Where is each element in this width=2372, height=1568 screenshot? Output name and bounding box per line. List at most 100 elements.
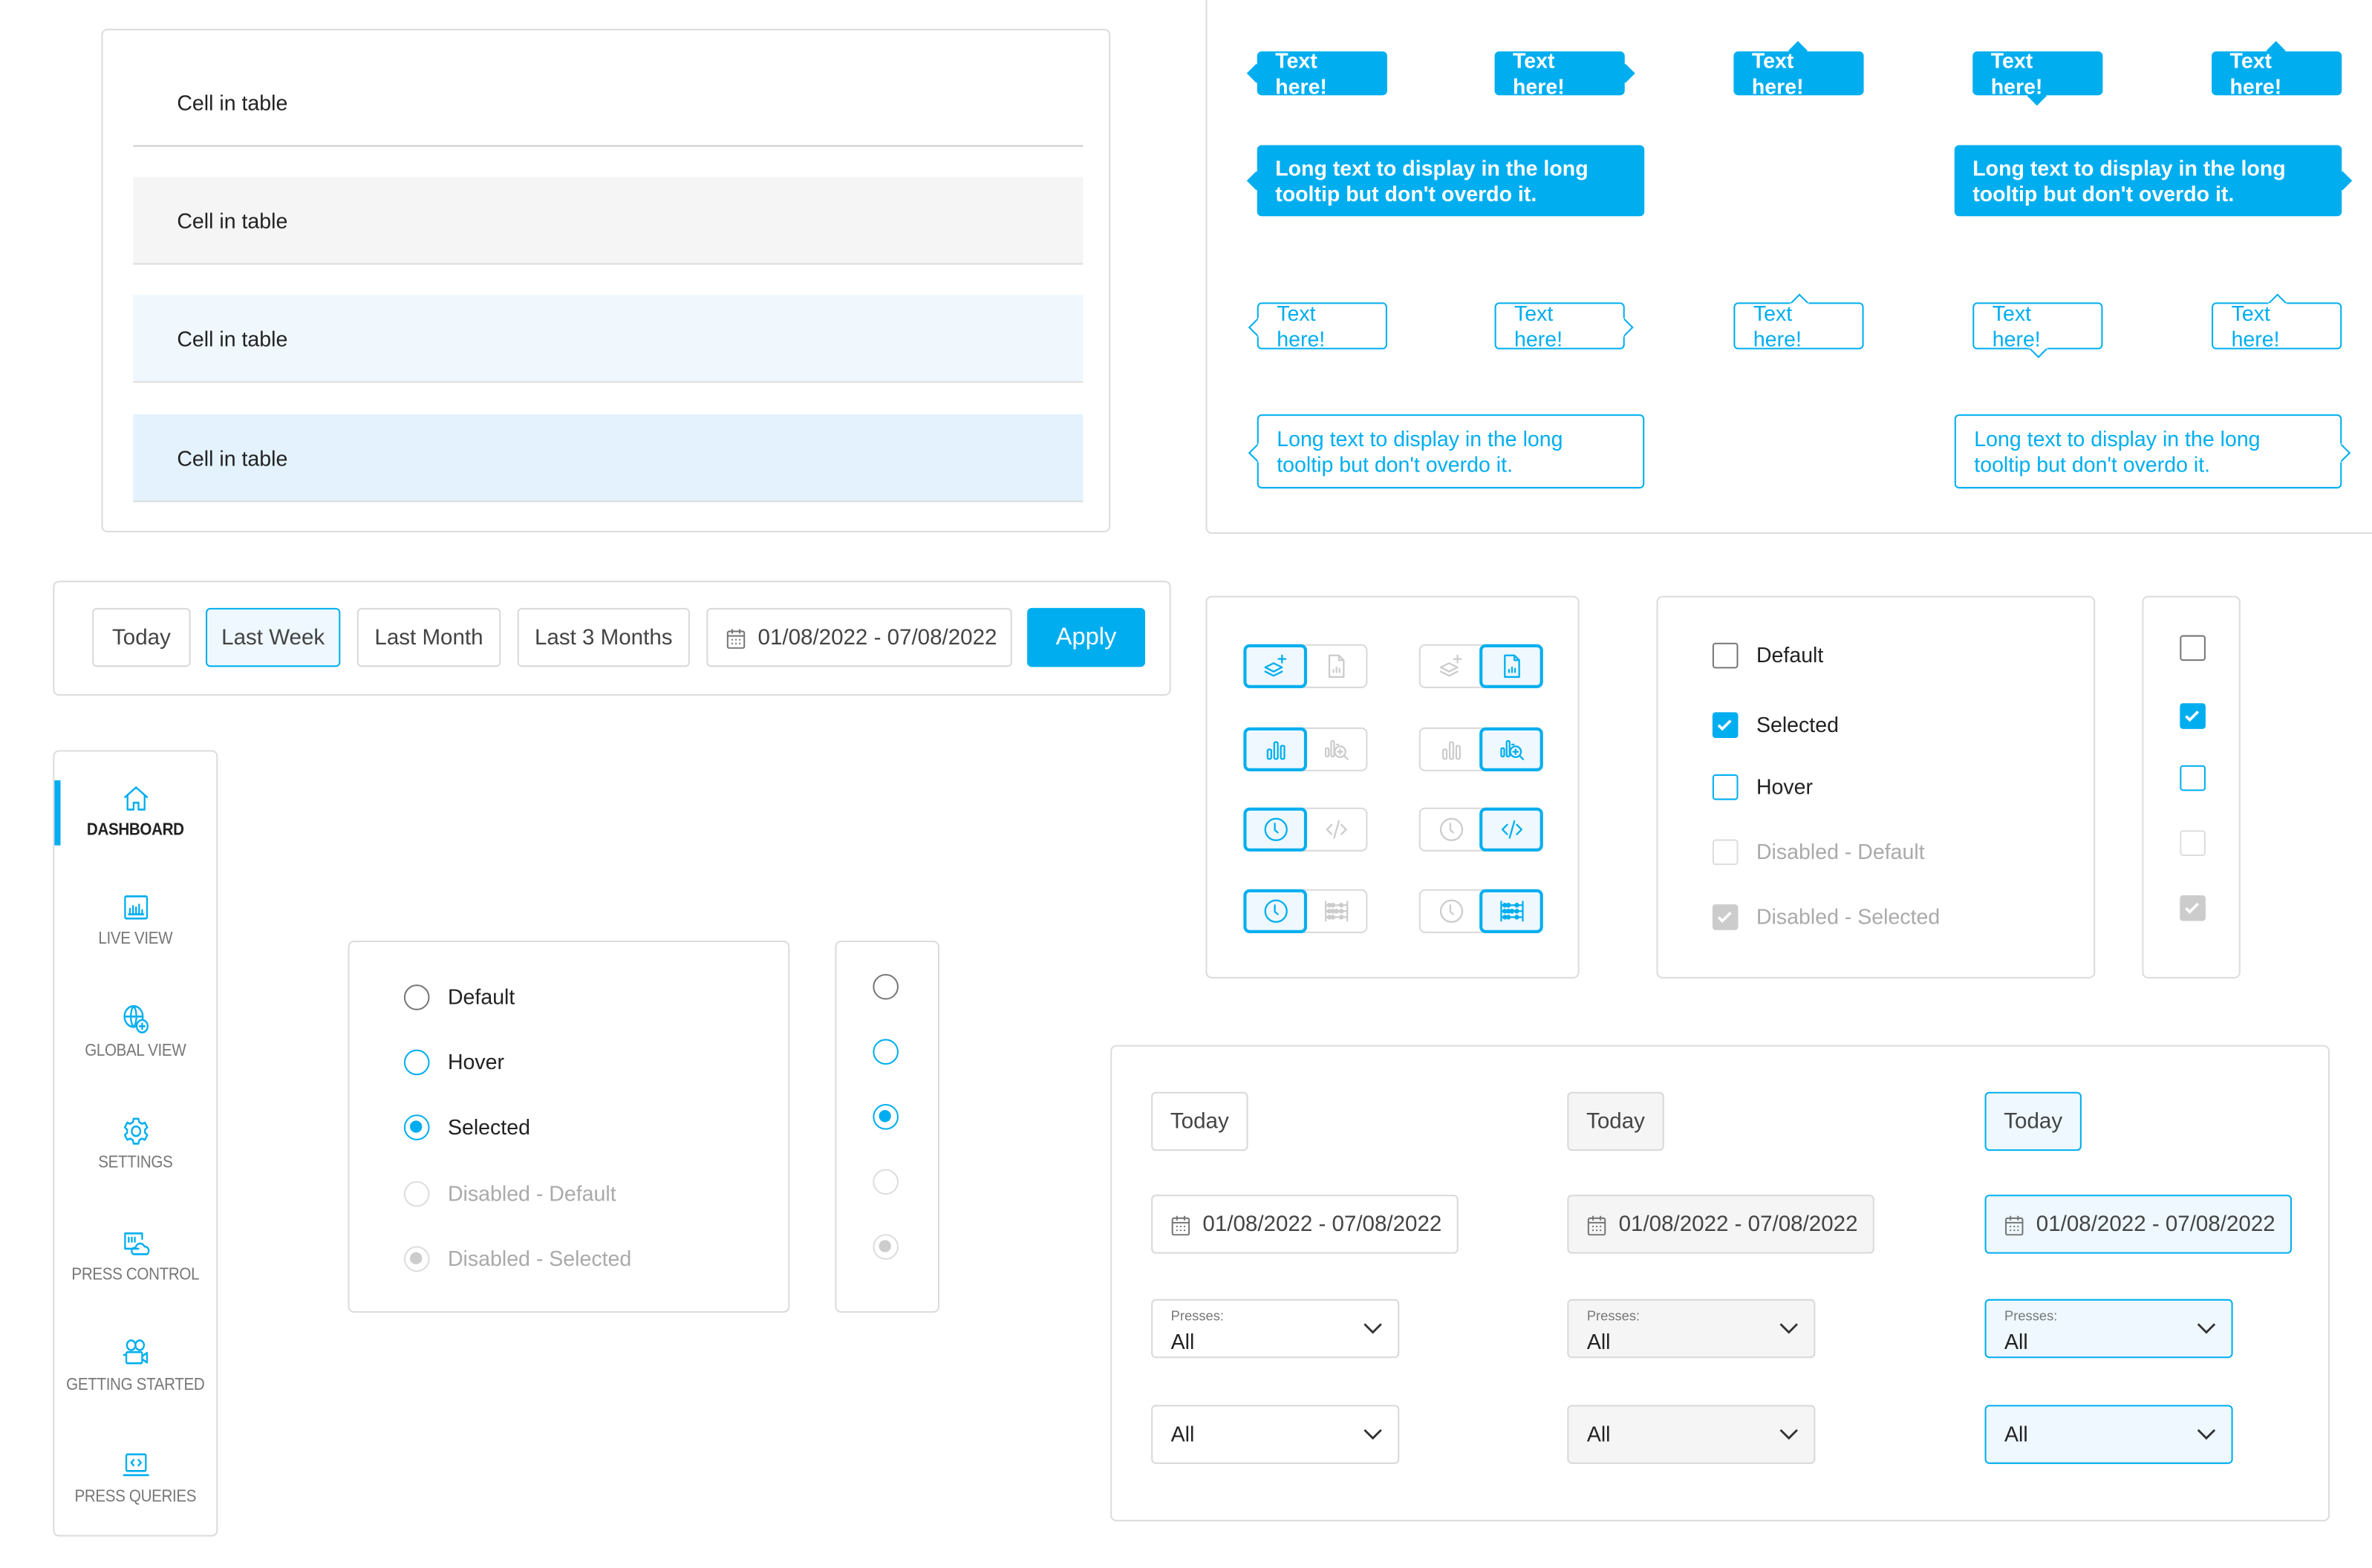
- checkbox-dis: [1712, 839, 1739, 866]
- sidebar-item-live-view[interactable]: LIVE VIEW: [64, 891, 206, 948]
- tooltip-panel: [1205, 0, 2372, 535]
- select-label: Presses:: [1586, 1308, 1640, 1324]
- laptop-code-icon: [64, 1448, 206, 1482]
- sidebar-item-label: LIVE VIEW: [98, 930, 173, 949]
- toggle-option-clock[interactable]: [1243, 889, 1307, 933]
- checkbox-default[interactable]: [1712, 642, 1739, 669]
- toggle-option-layers-add[interactable]: [1421, 646, 1481, 687]
- checkbox-hover-standalone[interactable]: [2180, 765, 2206, 791]
- today-button-focus[interactable]: Today: [1984, 1091, 2082, 1152]
- radio-sel[interactable]: [403, 1114, 430, 1140]
- checkbox-dis-standalone: [2180, 830, 2206, 856]
- tooltip-filled-right: Long text to display in the long tooltip…: [1954, 145, 2353, 217]
- icon-toggle-group: [1243, 727, 1368, 771]
- chart-zoom-icon: [1321, 735, 1350, 764]
- today-button-hover[interactable]: Today: [1567, 1091, 1664, 1152]
- gear-icon: [64, 1114, 206, 1148]
- last-month-button[interactable]: Last Month: [356, 607, 501, 667]
- clock-icon: [1436, 897, 1465, 926]
- toggle-option-code[interactable]: [1306, 809, 1366, 850]
- select-default[interactable]: All: [1151, 1405, 1400, 1464]
- last-week-button[interactable]: Last Week: [206, 607, 341, 667]
- sidebar-item-press-queries[interactable]: PRESS QUERIES: [64, 1448, 206, 1506]
- sidebar-item-label: DASHBOARD: [86, 821, 184, 840]
- presses-select-default[interactable]: Presses: All: [1151, 1298, 1400, 1359]
- tooltip-outline-top: Text here!: [1733, 293, 1864, 350]
- sidebar-item-getting-started[interactable]: GETTING STARTED: [64, 1337, 206, 1394]
- select-label: Presses:: [2004, 1308, 2058, 1324]
- today-button-default[interactable]: Today: [1151, 1091, 1248, 1152]
- date-range-picker-hover[interactable]: 01/08/2022 - 07/08/2022: [1567, 1195, 1874, 1254]
- toggle-option-clock[interactable]: [1243, 807, 1307, 852]
- table-row-hover[interactable]: Cell in table: [133, 177, 1084, 265]
- last-3-months-button[interactable]: Last 3 Months: [517, 607, 690, 667]
- toggle-option-code[interactable]: [1479, 807, 1543, 852]
- abacus-icon: [1497, 897, 1526, 926]
- radio-default-standalone[interactable]: [873, 973, 899, 1000]
- calendar-icon: [1587, 1215, 1606, 1235]
- toggle-option-bar-chart[interactable]: [1243, 727, 1307, 771]
- icon-toggle-group: [1418, 727, 1543, 771]
- radio-hover-standalone[interactable]: [873, 1039, 899, 1065]
- icon-toggle-group: [1418, 644, 1543, 688]
- tooltip-filled-top-right: Text here!: [2212, 41, 2342, 97]
- table-row[interactable]: Cell in table: [133, 59, 1084, 147]
- toggle-option-bar-chart[interactable]: [1421, 729, 1481, 770]
- checkbox-dissel-standalone: [2180, 895, 2206, 921]
- code-icon: [1497, 815, 1526, 844]
- tooltip-filled-right: Text here!: [1494, 48, 1635, 97]
- sidebar-item-press-control[interactable]: PRESS CONTROL: [64, 1226, 206, 1284]
- select-hover[interactable]: All: [1567, 1405, 1816, 1464]
- checkbox-hover[interactable]: [1712, 774, 1739, 800]
- tooltip-text: Text here!: [1275, 48, 1327, 98]
- toggle-option-clock[interactable]: [1421, 809, 1481, 850]
- apply-button[interactable]: Apply: [1027, 607, 1146, 667]
- date-range-picker-default[interactable]: 01/08/2022 - 07/08/2022: [1151, 1195, 1459, 1254]
- clock-icon: [1261, 815, 1290, 844]
- bar-chart-icon: [1436, 735, 1465, 764]
- presses-select-focus[interactable]: Presses: All: [1984, 1298, 2233, 1359]
- table-row-active[interactable]: Cell in table: [133, 414, 1084, 503]
- toggle-option-chart-zoom[interactable]: [1306, 729, 1366, 770]
- tooltip-outline-left: Long text to display in the long tooltip…: [1248, 414, 1645, 489]
- select-value: All: [1170, 1421, 1195, 1446]
- date-range-picker[interactable]: 01/08/2022 - 07/08/2022: [706, 607, 1012, 667]
- tooltip-outline-top-right: Text here!: [2212, 293, 2342, 350]
- toggle-option-abacus[interactable]: [1479, 889, 1543, 933]
- tooltip-filled-left: Text here!: [1246, 48, 1387, 97]
- select-value: All: [1170, 1329, 1195, 1354]
- table-row-selected[interactable]: Cell in table: [133, 295, 1084, 383]
- checkbox-sel[interactable]: [1712, 712, 1739, 739]
- checkbox-label: Selected: [1756, 712, 1839, 737]
- calendar-icon: [726, 628, 746, 648]
- layers-add-icon: [1261, 652, 1290, 681]
- sidebar-item-settings[interactable]: SETTINGS: [64, 1114, 206, 1172]
- sidebar-item-dashboard[interactable]: DASHBOARD: [64, 782, 206, 840]
- radio-dissel-standalone: [873, 1234, 899, 1260]
- radio-default[interactable]: [403, 984, 430, 1010]
- select-focus[interactable]: All: [1984, 1405, 2233, 1464]
- sidebar-item-global-view[interactable]: GLOBAL VIEW: [64, 1003, 206, 1060]
- radio-sel-standalone[interactable]: [873, 1104, 899, 1130]
- checkbox-sel-standalone[interactable]: [2180, 703, 2206, 729]
- radio-hover[interactable]: [403, 1049, 430, 1076]
- icon-toggle-group: [1418, 889, 1543, 933]
- toggle-option-report[interactable]: [1479, 644, 1543, 688]
- checkbox-label: Default: [1756, 642, 1824, 667]
- date-range-text: 01/08/2022 - 07/08/2022: [1202, 1212, 1442, 1237]
- toggle-option-layers-add[interactable]: [1243, 644, 1307, 688]
- today-button[interactable]: Today: [92, 607, 191, 667]
- radio-dis: [403, 1180, 430, 1207]
- chart-zoom-icon: [1497, 735, 1526, 764]
- tooltip-outline-left: Text here!: [1248, 300, 1387, 350]
- sidebar-item-label: GETTING STARTED: [66, 1376, 205, 1395]
- toggle-option-abacus[interactable]: [1306, 891, 1366, 932]
- toggle-option-clock[interactable]: [1421, 891, 1481, 932]
- date-range-picker-focus[interactable]: 01/08/2022 - 07/08/2022: [1984, 1195, 2293, 1254]
- presses-select-hover[interactable]: Presses: All: [1567, 1298, 1816, 1359]
- radio-label: Selected: [447, 1114, 530, 1139]
- toggle-option-report[interactable]: [1306, 646, 1366, 687]
- checkbox-label: Disabled - Default: [1756, 839, 1925, 864]
- toggle-option-chart-zoom[interactable]: [1479, 727, 1543, 771]
- checkbox-default-standalone[interactable]: [2180, 635, 2206, 662]
